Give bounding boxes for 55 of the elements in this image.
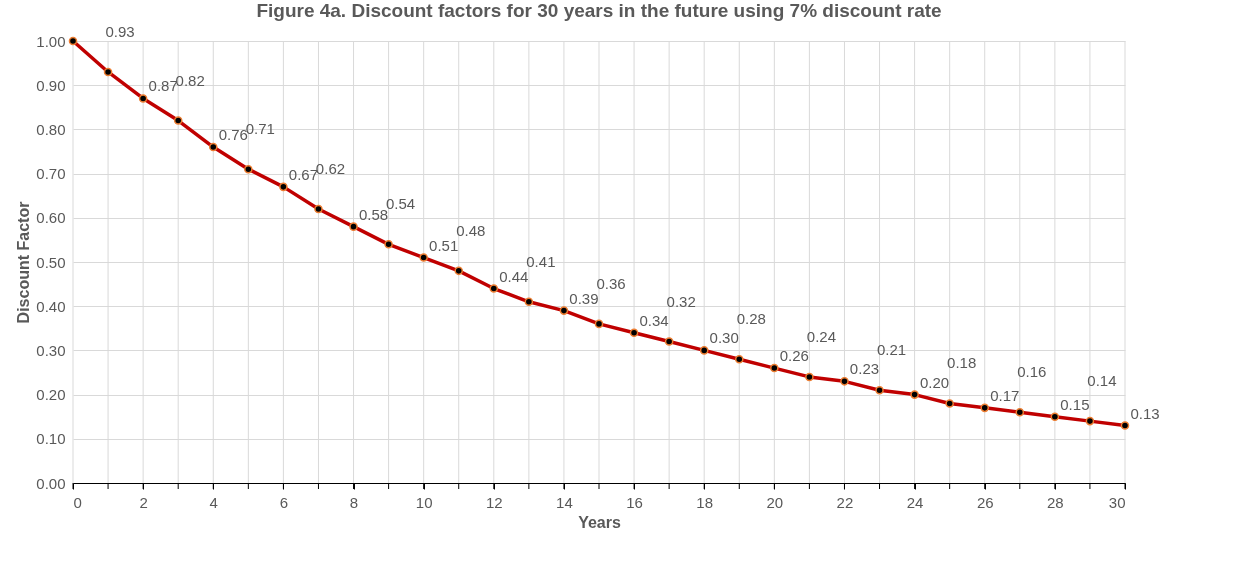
x-tick-label: 20 — [766, 493, 784, 511]
data-label: 0.20 — [920, 373, 950, 391]
x-tick-label: 12 — [485, 493, 503, 511]
data-label: 0.15 — [1060, 395, 1090, 413]
y-tick-label: 0.00 — [36, 474, 66, 492]
data-label: 0.32 — [666, 292, 696, 310]
x-tick-label: 28 — [1047, 493, 1064, 511]
data-label: 0.13 — [1130, 404, 1160, 422]
x-tick-label: 30 — [1108, 493, 1126, 511]
x-tick-label: 6 — [279, 493, 289, 511]
y-tick-label: 0.90 — [36, 76, 66, 94]
x-tick-label: 4 — [209, 493, 218, 511]
data-label: 0.28 — [736, 310, 766, 328]
x-tick-label: 24 — [906, 493, 924, 511]
x-tick-label: 8 — [349, 493, 359, 511]
x-tick-label: 16 — [626, 493, 643, 511]
data-label: 0.14 — [1087, 372, 1117, 390]
data-label: 0.30 — [709, 329, 739, 347]
data-label: 0.36 — [596, 274, 626, 292]
chart-title: Figure 4a. Discount factors for 30 years in the future using 7% discount rate — [256, 0, 942, 21]
y-tick-label: 0.40 — [36, 297, 66, 315]
x-tick-label: 2 — [139, 493, 148, 511]
y-tick-label: 0.70 — [36, 165, 66, 183]
data-label: 0.62 — [315, 159, 346, 177]
x-tick-label: 18 — [696, 493, 714, 511]
y-tick-label: 0.30 — [36, 341, 66, 359]
y-tick-label: 0.50 — [36, 253, 66, 271]
data-label: 0.21 — [876, 341, 907, 359]
data-label: 0.18 — [947, 354, 977, 372]
x-tick-label: 22 — [836, 493, 854, 511]
x-tick-label: 14 — [556, 493, 573, 511]
data-label: 0.16 — [1017, 363, 1047, 381]
data-label: 0.23 — [849, 360, 880, 378]
data-label: 0.39 — [569, 289, 599, 307]
data-label: 0.34 — [639, 311, 669, 329]
y-tick-label: 0.80 — [36, 120, 66, 138]
data-label: 0.82 — [175, 71, 205, 89]
x-tick-label: 10 — [415, 493, 433, 511]
data-label: 0.54 — [386, 195, 416, 213]
data-label: 0.41 — [526, 252, 556, 270]
data-label: 0.24 — [806, 327, 836, 345]
y-tick-label: 0.20 — [36, 386, 66, 404]
y-tick-label: 1.00 — [36, 32, 66, 50]
x-axis-title: Years — [578, 513, 621, 531]
y-tick-label: 0.60 — [36, 209, 66, 227]
data-label: 0.51 — [429, 236, 459, 254]
x-tick-label: 26 — [976, 493, 994, 511]
x-tick-label: 0 — [73, 493, 82, 511]
y-tick-label: 0.10 — [36, 430, 66, 448]
data-label: 0.48 — [456, 221, 486, 239]
y-axis-title: Discount Factor — [15, 201, 33, 324]
data-label: 0.44 — [499, 267, 529, 285]
data-label: 0.26 — [779, 347, 809, 365]
data-label: 0.93 — [105, 22, 135, 40]
data-label: 0.17 — [990, 386, 1020, 404]
